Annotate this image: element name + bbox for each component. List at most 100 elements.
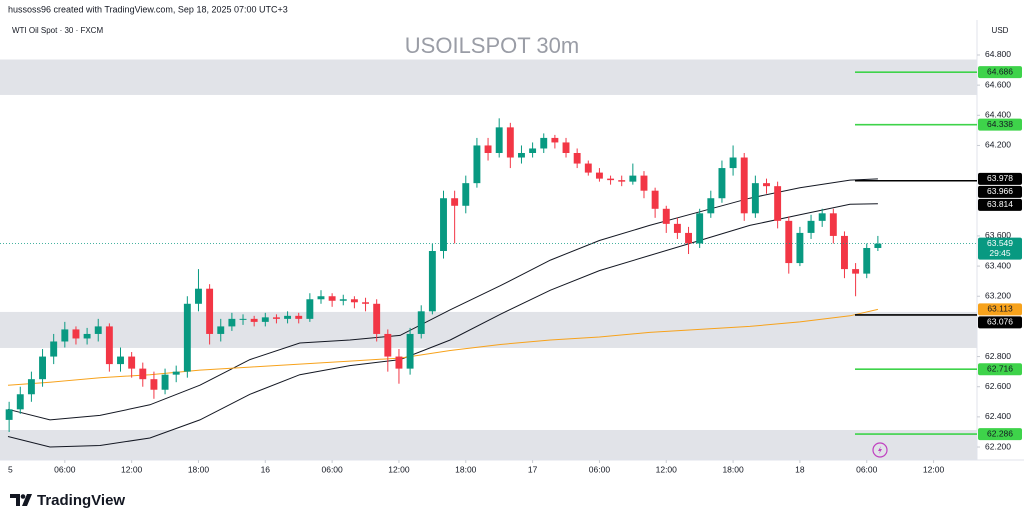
candle-body <box>595 172 603 179</box>
candle-body <box>284 315 292 319</box>
candle-body <box>662 208 670 224</box>
candle-body <box>373 303 381 334</box>
candle-body <box>751 183 759 214</box>
candle-body <box>473 145 481 184</box>
candle-body <box>618 180 626 182</box>
x-tick-label: 12:00 <box>121 464 143 474</box>
candle-body <box>440 198 447 252</box>
candle-body <box>796 232 804 264</box>
price-label: 63.966 <box>987 186 1013 196</box>
x-tick-label: 17 <box>528 464 538 474</box>
price-label: 64.686 <box>987 66 1013 76</box>
price-label: 63.978 <box>987 173 1013 183</box>
candle-body <box>183 303 191 372</box>
candle-body <box>740 157 748 214</box>
symbol-line: WTI Oil Spot · 30 · FXCM <box>12 26 103 35</box>
price-label-box <box>978 172 1022 185</box>
candle-body <box>607 178 615 181</box>
candle-body <box>696 213 704 244</box>
price-label-box <box>978 316 1022 329</box>
candle-body <box>72 329 80 339</box>
candle-body <box>829 213 837 236</box>
currency: USD <box>992 26 1009 35</box>
candle-body <box>673 223 681 233</box>
candle-body <box>206 288 214 334</box>
candle-body <box>707 198 715 214</box>
candle-body <box>5 409 13 420</box>
candle-body <box>328 296 336 301</box>
candle-body <box>161 374 169 390</box>
candle-body <box>729 157 737 169</box>
y-tick-label: 64.200 <box>985 140 1011 150</box>
x-tick-label: 12:00 <box>923 464 945 474</box>
y-tick-label: 64.800 <box>985 49 1011 59</box>
candle-body <box>195 288 202 304</box>
candle-body <box>629 175 637 182</box>
candle-body <box>406 333 414 369</box>
price-label-box <box>978 118 1022 131</box>
candle-body <box>362 302 369 304</box>
x-tick-label: 06:00 <box>856 464 878 474</box>
brand-name: TradingView <box>37 492 125 509</box>
candle-body <box>395 356 403 369</box>
candle-body <box>228 318 236 327</box>
candle-body <box>573 152 581 164</box>
candle-body <box>61 329 69 342</box>
price-label-box <box>978 428 1022 441</box>
x-tick-label: 12:00 <box>656 464 678 474</box>
candle-body <box>350 299 358 303</box>
candle-body <box>651 190 659 209</box>
candle-body <box>150 379 158 390</box>
candle-body <box>39 356 46 380</box>
candle-body <box>128 356 136 369</box>
candle-body <box>818 213 826 221</box>
candle-body <box>83 333 91 339</box>
candle-body <box>774 186 782 221</box>
price-label-box <box>978 303 1022 316</box>
price-label-box <box>978 237 1022 260</box>
y-tick-label: 64.400 <box>985 110 1011 120</box>
y-tick-label: 62.200 <box>985 441 1011 451</box>
candle-body <box>217 326 225 334</box>
candle-body <box>306 299 314 319</box>
axes: 64.800 64.600 64.400 64.200 63.600 63.400 63.2… <box>8 49 1022 474</box>
x-tick-label: 18:00 <box>188 464 210 474</box>
x-tick-label: 5 <box>8 464 13 474</box>
indicator-line <box>7 178 878 421</box>
candle-body <box>785 220 793 264</box>
indicator-line <box>7 203 878 448</box>
zone <box>0 311 977 348</box>
x-tick-label: 06:00 <box>54 464 76 474</box>
candle-body <box>451 198 459 206</box>
candle-body <box>863 247 871 274</box>
price-label: 63.814 <box>987 199 1013 209</box>
candle-body <box>50 341 58 357</box>
price-label: 63.076 <box>987 317 1013 327</box>
candle-body <box>506 127 514 158</box>
x-tick-label: 18 <box>795 464 805 474</box>
x-tick-label: 18:00 <box>722 464 744 474</box>
zones <box>0 59 977 460</box>
candle-body <box>317 296 325 300</box>
y-tick-label: 62.600 <box>985 381 1011 391</box>
countdown: 29:45 <box>989 248 1011 258</box>
candle-body <box>172 371 180 375</box>
price-label: 63.549 <box>987 238 1013 248</box>
price-label: 63.113 <box>987 304 1013 314</box>
candle-body <box>852 269 860 274</box>
candle-body <box>239 318 247 320</box>
x-tick-label: 16 <box>261 464 271 474</box>
candle-body <box>763 183 770 187</box>
price-label-box <box>978 66 1022 79</box>
y-tick-label: 62.800 <box>985 351 1011 361</box>
candle-body <box>462 183 470 206</box>
candle-body <box>428 251 436 312</box>
y-tick-label: 63.400 <box>985 260 1011 270</box>
candle-body <box>250 318 258 322</box>
candle-body <box>139 368 147 380</box>
y-tick-label: 63.600 <box>985 230 1011 240</box>
chart-title: USOILSPOT 30m <box>405 33 579 58</box>
candle-body <box>562 142 570 153</box>
candle-body <box>551 137 559 143</box>
